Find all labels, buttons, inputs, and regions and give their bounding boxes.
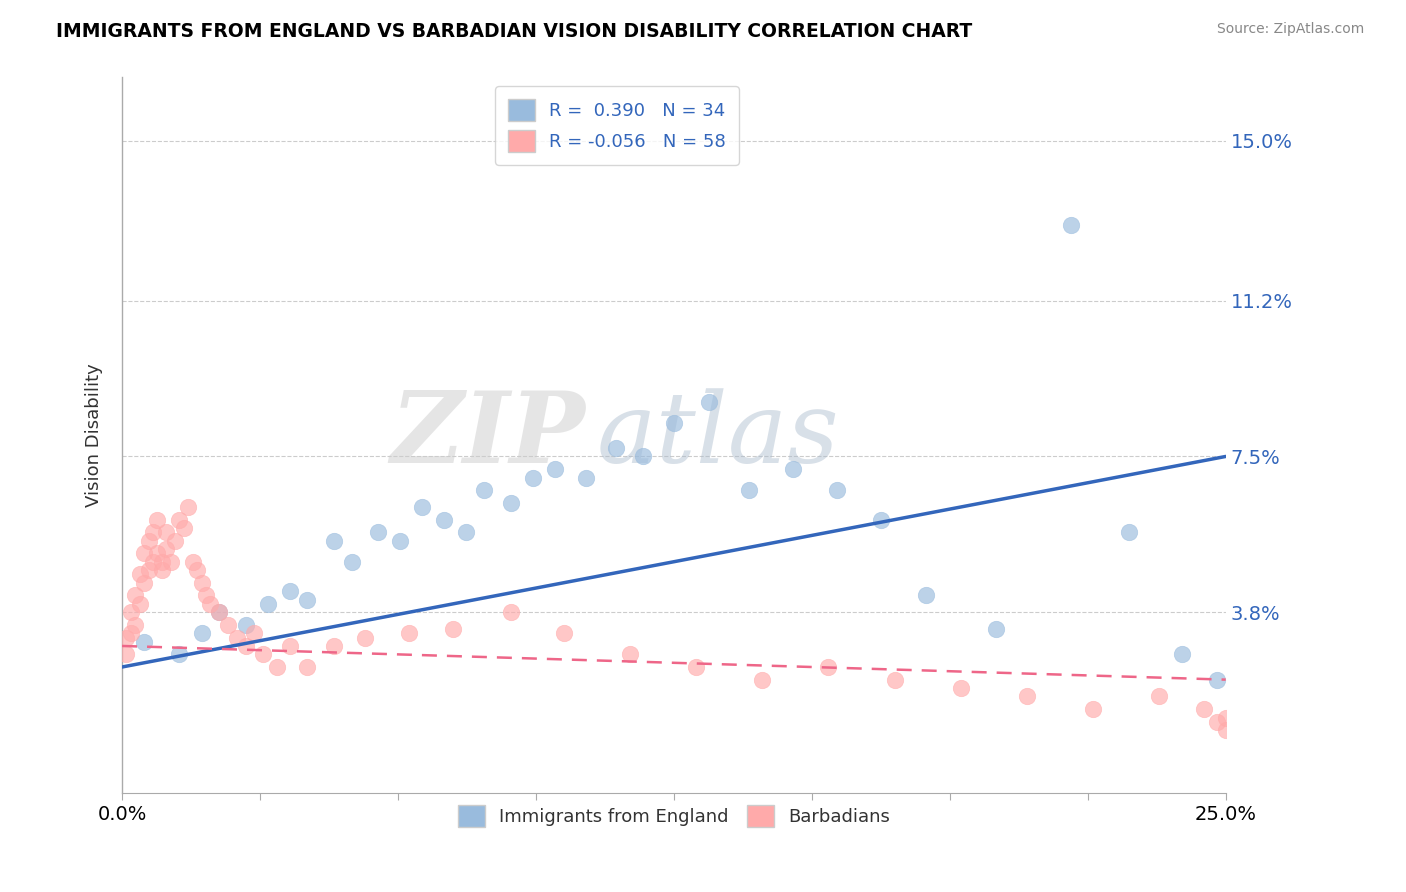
Point — [208, 605, 231, 619]
Point — [266, 660, 288, 674]
Point — [323, 639, 346, 653]
Point — [155, 525, 177, 540]
Point — [243, 626, 266, 640]
Point — [472, 483, 495, 497]
Point — [256, 597, 278, 611]
Point — [120, 626, 142, 640]
Point — [738, 483, 761, 497]
Point — [138, 533, 160, 548]
Point — [146, 513, 169, 527]
Point — [367, 525, 389, 540]
Point — [297, 660, 319, 674]
Point — [169, 513, 191, 527]
Point — [1083, 702, 1105, 716]
Point — [115, 648, 138, 662]
Point — [1015, 690, 1038, 704]
Point — [389, 533, 412, 548]
Point — [1205, 714, 1227, 729]
Point — [544, 462, 567, 476]
Point — [163, 533, 186, 548]
Point — [278, 584, 301, 599]
Point — [235, 618, 257, 632]
Point — [190, 575, 212, 590]
Point — [128, 567, 150, 582]
Point — [1192, 702, 1215, 716]
Point — [177, 500, 200, 514]
Point — [1215, 710, 1237, 724]
Point — [1149, 690, 1171, 704]
Point — [751, 673, 773, 687]
Point — [194, 589, 217, 603]
Point — [870, 513, 893, 527]
Point — [169, 648, 191, 662]
Point — [685, 660, 707, 674]
Point — [181, 555, 204, 569]
Y-axis label: Vision Disability: Vision Disability — [86, 364, 103, 508]
Text: Source: ZipAtlas.com: Source: ZipAtlas.com — [1216, 22, 1364, 37]
Point — [225, 631, 247, 645]
Point — [522, 470, 544, 484]
Point — [297, 592, 319, 607]
Point — [1060, 218, 1083, 232]
Point — [782, 462, 804, 476]
Point — [631, 450, 654, 464]
Point — [134, 634, 156, 648]
Point — [398, 626, 420, 640]
Point — [146, 546, 169, 560]
Text: ZIP: ZIP — [391, 387, 585, 483]
Point — [120, 605, 142, 619]
Point — [208, 605, 231, 619]
Point — [142, 525, 165, 540]
Point — [553, 626, 575, 640]
Point — [697, 394, 720, 409]
Point — [825, 483, 848, 497]
Point — [883, 673, 905, 687]
Point — [150, 563, 173, 577]
Point — [1205, 673, 1227, 687]
Point — [411, 500, 433, 514]
Point — [190, 626, 212, 640]
Point — [115, 631, 138, 645]
Point — [574, 470, 596, 484]
Point — [252, 648, 274, 662]
Point — [914, 589, 936, 603]
Point — [433, 513, 456, 527]
Point — [150, 555, 173, 569]
Text: IMMIGRANTS FROM ENGLAND VS BARBADIAN VISION DISABILITY CORRELATION CHART: IMMIGRANTS FROM ENGLAND VS BARBADIAN VIS… — [56, 22, 973, 41]
Point — [138, 563, 160, 577]
Point — [323, 533, 346, 548]
Point — [340, 555, 363, 569]
Point — [134, 546, 156, 560]
Point — [499, 605, 522, 619]
Point — [441, 622, 464, 636]
Point — [128, 597, 150, 611]
Point — [186, 563, 208, 577]
Point — [662, 416, 685, 430]
Point — [456, 525, 478, 540]
Point — [142, 555, 165, 569]
Point — [159, 555, 181, 569]
Point — [1118, 525, 1140, 540]
Point — [986, 622, 1008, 636]
Point — [1170, 648, 1192, 662]
Point — [605, 441, 627, 455]
Point — [217, 618, 239, 632]
Point — [173, 521, 195, 535]
Point — [499, 496, 522, 510]
Point — [124, 618, 146, 632]
Point — [124, 589, 146, 603]
Point — [235, 639, 257, 653]
Text: atlas: atlas — [596, 388, 839, 483]
Point — [354, 631, 377, 645]
Point — [817, 660, 839, 674]
Point — [200, 597, 222, 611]
Point — [1215, 723, 1237, 738]
Point — [278, 639, 301, 653]
Point — [155, 542, 177, 557]
Legend: Immigrants from England, Barbadians: Immigrants from England, Barbadians — [450, 798, 897, 834]
Point — [619, 648, 641, 662]
Point — [949, 681, 972, 695]
Point — [134, 575, 156, 590]
